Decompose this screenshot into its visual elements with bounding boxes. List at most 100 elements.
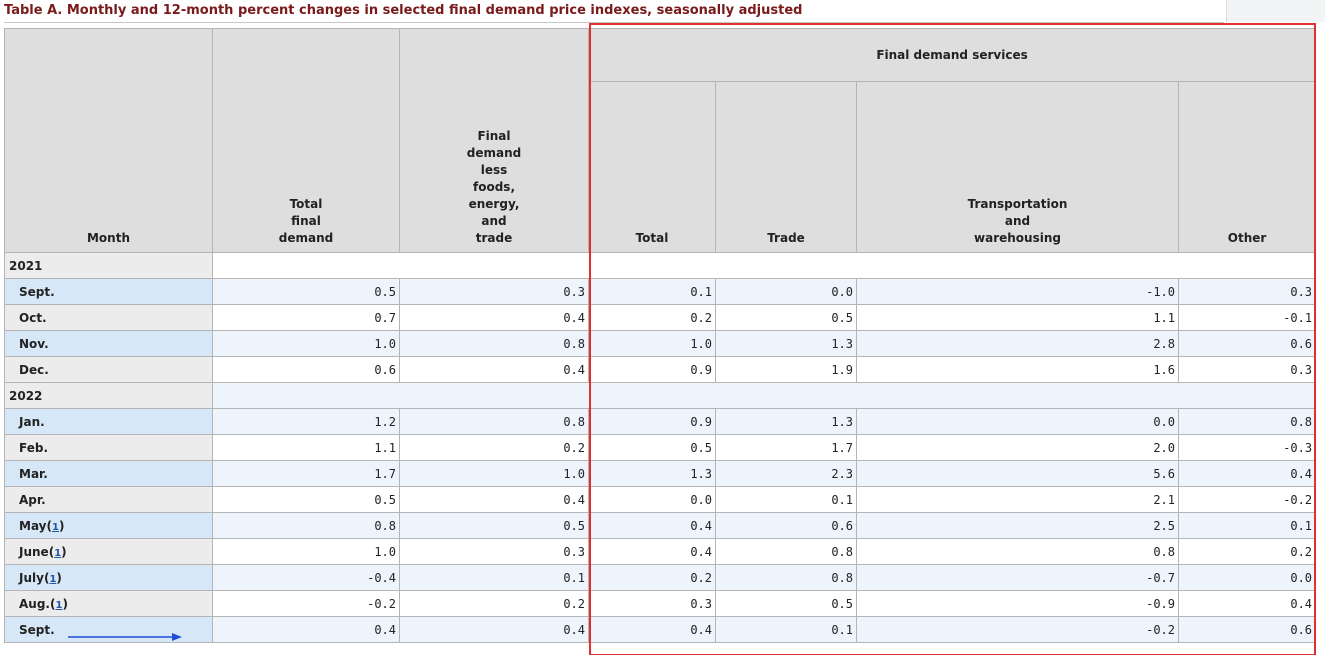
transportation-cell: -0.9 (856, 590, 1179, 617)
trade-cell: 0.1 (715, 486, 857, 513)
footnote-link[interactable]: 1 (55, 599, 63, 611)
transportation-cell: 0.8 (856, 538, 1179, 565)
total-final-demand-cell: 0.4 (212, 616, 400, 643)
less-foods-cell: 0.8 (399, 408, 589, 435)
total-final-demand-cell: 1.1 (212, 434, 400, 461)
footnote-paren: ( (43, 570, 50, 585)
month-label: Dec. (19, 362, 49, 377)
table-title: Table A. Monthly and 12-month percent ch… (4, 3, 803, 18)
other-cell: -0.1 (1177, 304, 1317, 331)
trade-cell: 1.7 (715, 434, 857, 461)
month-cell: Apr. (4, 486, 213, 513)
footnote-paren: ) (56, 570, 62, 585)
footnote-link[interactable]: 1 (51, 521, 59, 533)
month-cell: July(1) (4, 564, 213, 591)
month-label: June (19, 544, 49, 559)
transportation-cell: -0.2 (856, 616, 1179, 643)
footnote-link[interactable]: 1 (49, 573, 57, 585)
year-row: 2022 (4, 382, 1317, 409)
footnote-paren: ( (49, 596, 56, 611)
total-final-demand-cell: 1.2 (212, 408, 400, 435)
month-cell: Jan. (4, 408, 213, 435)
services-total-cell: 0.4 (588, 616, 716, 643)
table-row: May(1) 0.8 0.5 0.4 0.6 2.5 0.1 (4, 512, 1317, 539)
month-label: July (19, 570, 44, 585)
year-label: 2021 (4, 252, 213, 279)
header-transportation: Transportation and warehousing (856, 81, 1179, 253)
services-total-cell: 0.0 (588, 486, 716, 513)
less-foods-cell: 0.3 (399, 538, 589, 565)
total-final-demand-cell: 1.7 (212, 460, 400, 487)
other-cell: 0.2 (1177, 538, 1317, 565)
trade-cell: 0.8 (715, 538, 857, 565)
other-cell: 0.8 (1177, 408, 1317, 435)
footnote-paren: ( (48, 544, 55, 559)
month-label: Nov. (19, 336, 49, 351)
transportation-cell: 5.6 (856, 460, 1179, 487)
title-divider (4, 22, 1224, 23)
table-row: Mar. 1.7 1.0 1.3 2.3 5.6 0.4 (4, 460, 1317, 487)
header-total-final-demand: Total final demand (212, 28, 400, 253)
month-label: Aug. (19, 596, 50, 611)
month-cell: Feb. (4, 434, 213, 461)
header-less-foods-energy-trade: Final demand less foods, energy, and tra… (399, 28, 589, 253)
services-total-cell: 0.9 (588, 356, 716, 383)
table-container: Month Total final demand Final demand le… (4, 28, 1317, 655)
month-label: Jan. (19, 414, 45, 429)
transportation-cell: 2.5 (856, 512, 1179, 539)
table-row: July(1) -0.4 0.1 0.2 0.8 -0.7 0.0 (4, 564, 1317, 591)
table-row: Jan. 1.2 0.8 0.9 1.3 0.0 0.8 (4, 408, 1317, 435)
month-cell: Nov. (4, 330, 213, 357)
month-label: Feb. (19, 440, 48, 455)
less-foods-cell: 0.4 (399, 304, 589, 331)
other-cell: 0.4 (1177, 460, 1317, 487)
trade-cell: 1.3 (715, 408, 857, 435)
table-row: Sept. 0.5 0.3 0.1 0.0 -1.0 0.3 (4, 278, 1317, 305)
services-total-cell: 0.2 (588, 304, 716, 331)
services-total-cell: 1.0 (588, 330, 716, 357)
transportation-cell: 2.1 (856, 486, 1179, 513)
total-final-demand-cell: 0.5 (212, 278, 400, 305)
page-bottom (0, 655, 1325, 659)
transportation-cell: 2.8 (856, 330, 1179, 357)
table-row: Aug.(1) -0.2 0.2 0.3 0.5 -0.9 0.4 (4, 590, 1317, 617)
other-cell: -0.2 (1177, 486, 1317, 513)
other-cell: 0.0 (1177, 564, 1317, 591)
less-foods-cell: 0.3 (399, 278, 589, 305)
services-total-cell: 1.3 (588, 460, 716, 487)
month-label: Sept. (19, 622, 55, 637)
footnote-paren: ) (62, 596, 68, 611)
trade-cell: 0.5 (715, 590, 857, 617)
other-cell: 0.3 (1177, 278, 1317, 305)
year-row: 2021 (4, 252, 1317, 279)
month-label: Apr. (19, 492, 46, 507)
less-foods-cell: 0.2 (399, 590, 589, 617)
other-cell: 0.6 (1177, 330, 1317, 357)
month-cell: Sept. (4, 278, 213, 305)
month-label: Sept. (19, 284, 55, 299)
month-label: Oct. (19, 310, 47, 325)
transportation-cell: 1.6 (856, 356, 1179, 383)
table-row: June(1) 1.0 0.3 0.4 0.8 0.8 0.2 (4, 538, 1317, 565)
transportation-cell: -1.0 (856, 278, 1179, 305)
trade-cell: 0.8 (715, 564, 857, 591)
other-cell: 0.1 (1177, 512, 1317, 539)
transportation-cell: 2.0 (856, 434, 1179, 461)
transportation-cell: 0.0 (856, 408, 1179, 435)
table-row: Sept. 0.4 0.4 0.4 0.1 -0.2 0.6 (4, 616, 1317, 643)
footnote-link[interactable]: 1 (54, 547, 62, 559)
total-final-demand-cell: -0.4 (212, 564, 400, 591)
trade-cell: 0.5 (715, 304, 857, 331)
header-trade: Trade (715, 81, 857, 253)
services-total-cell: 0.4 (588, 538, 716, 565)
trade-cell: 0.1 (715, 616, 857, 643)
trade-cell: 0.0 (715, 278, 857, 305)
month-label: May (19, 518, 47, 533)
less-foods-cell: 0.8 (399, 330, 589, 357)
total-final-demand-cell: 0.8 (212, 512, 400, 539)
header-services-total: Total (588, 81, 716, 253)
less-foods-cell: 0.1 (399, 564, 589, 591)
total-final-demand-cell: 1.0 (212, 330, 400, 357)
table-row: Oct. 0.7 0.4 0.2 0.5 1.1 -0.1 (4, 304, 1317, 331)
less-foods-cell: 0.5 (399, 512, 589, 539)
